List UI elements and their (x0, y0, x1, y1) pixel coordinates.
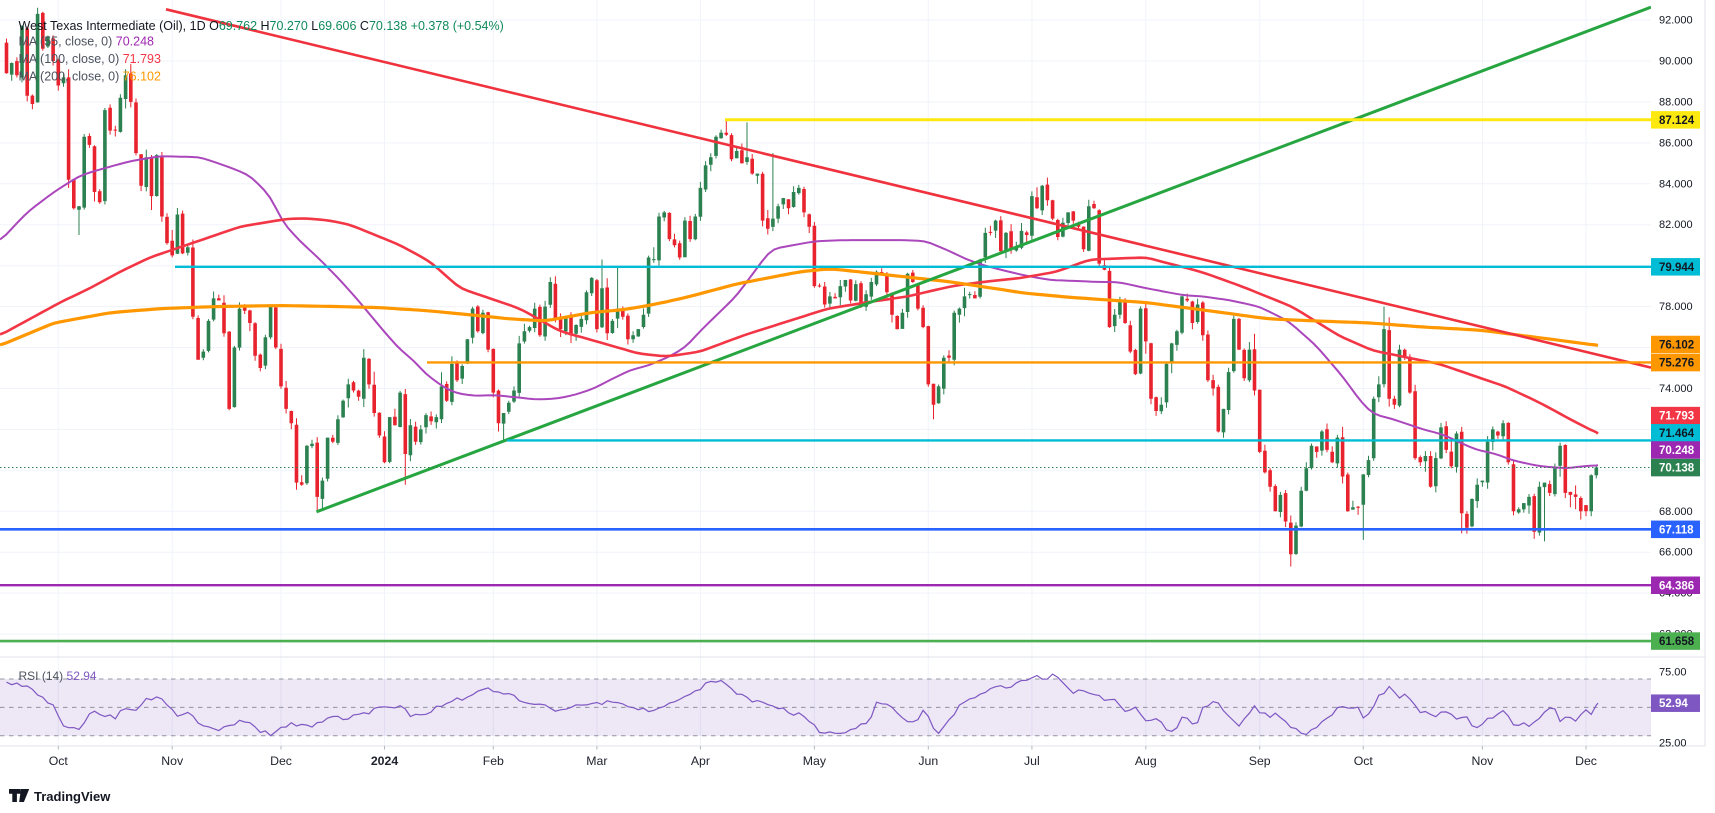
svg-text:67.118: 67.118 (1659, 524, 1694, 536)
svg-text:Mar: Mar (586, 754, 607, 768)
svg-text:75.00: 75.00 (1659, 666, 1687, 678)
svg-text:84.000: 84.000 (1659, 178, 1693, 190)
svg-text:Aug: Aug (1135, 754, 1157, 768)
svg-text:88.000: 88.000 (1659, 96, 1693, 108)
svg-text:61.658: 61.658 (1659, 636, 1695, 648)
svg-text:66.000: 66.000 (1659, 547, 1693, 559)
svg-text:90.000: 90.000 (1659, 56, 1693, 68)
svg-text:64.386: 64.386 (1659, 580, 1694, 592)
svg-text:West Texas Intermediate (Oil),: West Texas Intermediate (Oil), 1D O69.76… (19, 19, 504, 33)
svg-text:Oct: Oct (1354, 754, 1374, 768)
svg-text:2024: 2024 (371, 754, 399, 768)
svg-text:25.00: 25.00 (1659, 737, 1687, 749)
svg-text:70.248: 70.248 (1659, 445, 1695, 457)
svg-text:75.276: 75.276 (1659, 358, 1694, 370)
svg-text:76.102: 76.102 (1659, 340, 1694, 352)
svg-text:68.000: 68.000 (1659, 506, 1693, 518)
svg-text:MA (55, close, 0) 70.248: MA (55, close, 0) 70.248 (19, 35, 155, 49)
svg-text:Oct: Oct (49, 754, 69, 768)
svg-text:78.000: 78.000 (1659, 301, 1693, 313)
svg-text:86.000: 86.000 (1659, 137, 1693, 149)
svg-text:May: May (803, 754, 827, 768)
svg-text:RSI (14) 52.94: RSI (14) 52.94 (19, 669, 97, 683)
svg-text:Jul: Jul (1024, 754, 1040, 768)
svg-text:71.464: 71.464 (1659, 428, 1695, 440)
svg-text:MA (100, close, 0) 71.793: MA (100, close, 0) 71.793 (19, 52, 161, 66)
svg-text:82.000: 82.000 (1659, 219, 1693, 231)
svg-text:79.944: 79.944 (1659, 262, 1695, 274)
svg-text:Dec: Dec (1575, 754, 1597, 768)
svg-text:70.138: 70.138 (1659, 463, 1695, 475)
svg-text:92.000: 92.000 (1659, 15, 1693, 27)
svg-text:87.124: 87.124 (1659, 115, 1695, 127)
svg-text:52.94: 52.94 (1659, 698, 1688, 710)
svg-text:Dec: Dec (270, 754, 292, 768)
svg-text:Nov: Nov (1471, 754, 1494, 768)
svg-text:Feb: Feb (483, 754, 504, 768)
svg-text:Nov: Nov (161, 754, 184, 768)
svg-text:Jun: Jun (918, 754, 938, 768)
svg-text:74.000: 74.000 (1659, 383, 1693, 395)
svg-text:Sep: Sep (1249, 754, 1271, 768)
svg-text:71.793: 71.793 (1659, 411, 1694, 423)
svg-text:TradingView: TradingView (34, 789, 111, 804)
svg-text:MA (200, close, 0) 76.102: MA (200, close, 0) 76.102 (19, 70, 161, 84)
svg-text:Apr: Apr (691, 754, 710, 768)
